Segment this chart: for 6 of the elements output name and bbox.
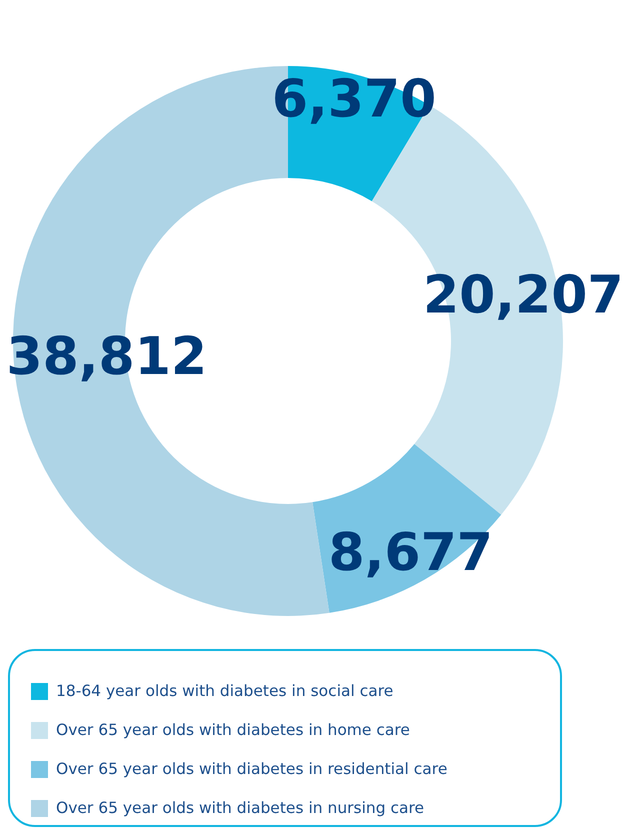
legend-label: Over 65 year olds with diabetes in nursing care — [56, 799, 424, 818]
legend-label: 18-64 year olds with diabetes in social care — [56, 682, 394, 700]
data-label: 20,207 — [422, 266, 624, 326]
legend-label: Over 65 year olds with diabetes in residential care — [56, 760, 448, 778]
data-label: 38,812 — [6, 326, 208, 387]
legend-label: Over 65 year olds with diabetes in home care — [56, 721, 410, 740]
